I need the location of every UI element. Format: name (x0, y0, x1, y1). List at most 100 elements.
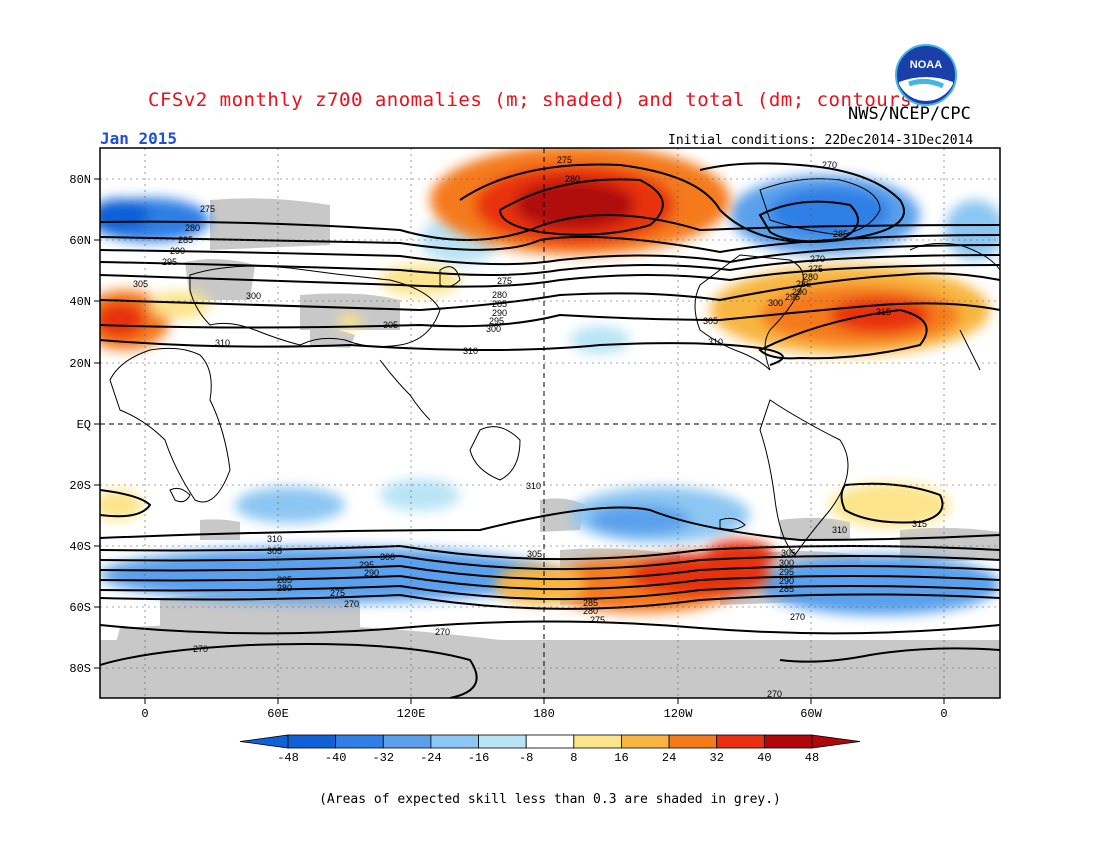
contour-label: 275 (330, 588, 345, 598)
lat-label: 60S (69, 601, 91, 615)
contour-label: 290 (779, 576, 794, 586)
lon-label: 60E (267, 707, 289, 721)
contour-label: 280 (277, 583, 292, 593)
contour-label: 275 (200, 204, 215, 214)
colorbar-segment (668, 734, 718, 749)
colorbar-tick-label: 16 (614, 751, 628, 765)
contour-label: 280 (583, 606, 598, 616)
contour-label: 305 (781, 548, 796, 558)
contour-label: 300 (779, 558, 794, 568)
contour-label: 310 (832, 525, 847, 535)
contour-label: 270 (790, 612, 805, 622)
graticule (100, 148, 1000, 698)
colorbar-tick-label: -32 (372, 751, 394, 765)
contour-label: 310 (267, 534, 282, 544)
colorbar-segment (763, 734, 813, 749)
colorbar-segment (525, 734, 575, 749)
colorbar-tick-label: 8 (570, 751, 577, 765)
contour-label: 295 (359, 560, 374, 570)
contour-label: 285 (796, 279, 811, 289)
contour-label: 280 (492, 290, 507, 300)
colorbar-segment (573, 734, 622, 749)
contour-label: 285 (277, 575, 292, 585)
contour-label: 270 (193, 644, 208, 654)
contour-label: 305 (527, 549, 542, 559)
contour-label: 285 (583, 598, 598, 608)
colorbar-segment (716, 734, 765, 749)
colorbar-tick-label: -40 (325, 751, 347, 765)
contour-label: 305 (267, 546, 282, 556)
contour-label: 300 (768, 298, 783, 308)
contour-label: 285 (833, 229, 848, 239)
initial-conditions: Initial conditions: 22Dec2014-31Dec2014 (668, 133, 974, 148)
colorbar-tick-label: 48 (805, 751, 819, 765)
logo-text: NOAA (910, 59, 942, 71)
contour-label: 290 (492, 308, 507, 318)
lat-label: 20N (69, 357, 91, 371)
lat-label: 40S (69, 540, 91, 554)
contour-label: 310 (215, 338, 230, 348)
contour-label: 270 (822, 160, 837, 170)
contour-label: 305 (133, 279, 148, 289)
contour-label: 295 (489, 316, 504, 326)
contour-label: 290 (364, 568, 379, 578)
colorbar-segment (382, 734, 432, 749)
chart-title: CFSv2 monthly z700 anomalies (m; shaded)… (148, 89, 925, 111)
contour-label: 300 (486, 324, 501, 334)
contour-label: 270 (810, 254, 825, 264)
map-frame (99, 147, 1001, 699)
contour-label: 310 (463, 346, 478, 356)
colorbar-tick-label: -24 (420, 751, 442, 765)
agency-label: NWS/NCEP/CPC (848, 104, 971, 124)
lon-label: 120W (664, 707, 694, 721)
contour-label: 285 (779, 584, 794, 594)
colorbar-right-arrow (811, 734, 861, 749)
contour-label: 275 (557, 155, 572, 165)
contour-label: 305 (383, 320, 398, 330)
colorbar-segment (621, 734, 670, 749)
contour-label: 290 (792, 287, 807, 297)
lat-label: EQ (77, 418, 91, 432)
contour-label: 285 (178, 235, 193, 245)
contour-label: 290 (170, 246, 185, 256)
colorbar-tick-label: 24 (662, 751, 676, 765)
contour-label: 295 (162, 257, 177, 267)
low-skill-areas (100, 198, 1000, 698)
contour-label: 275 (590, 615, 605, 625)
lat-label: 80S (69, 662, 91, 676)
lon-label: 120E (397, 707, 426, 721)
colorbar-tick-label: -16 (468, 751, 490, 765)
contour-label: 295 (785, 292, 800, 302)
colorbar-segment (335, 734, 384, 749)
colorbar-tick-label: -48 (277, 751, 299, 765)
contour-label: 280 (565, 174, 580, 184)
contour-label: 285 (492, 299, 507, 309)
contour-label: 270 (767, 689, 782, 699)
colorbar-tick-label: 32 (710, 751, 724, 765)
colorbar-tick-label: 40 (757, 751, 771, 765)
noaa-logo-icon: NOAA (895, 44, 957, 106)
forecast-month: Jan 2015 (100, 129, 178, 148)
longitude-labels: 0 60E 120E 180 120W 60W 0 (141, 707, 947, 721)
contour-label: 310 (708, 337, 723, 347)
lon-label: 180 (533, 707, 555, 721)
contour-label: 300 (246, 291, 261, 301)
lon-label: 60W (800, 707, 822, 721)
colorbar-tick-label: -8 (519, 751, 533, 765)
contour-label: 315 (876, 307, 891, 317)
colorbar-left-arrow (239, 734, 289, 749)
colorbar-segment (430, 734, 479, 749)
contour-label: 275 (808, 264, 823, 274)
lon-label: 0 (940, 707, 947, 721)
equator-dateline (100, 148, 1000, 698)
lat-label: 60N (69, 234, 91, 248)
lat-label: 80N (69, 173, 91, 187)
lat-label: 20S (69, 479, 91, 493)
contour-value-labels: 275 280 270 285 275 280 285 290 295 305 … (133, 155, 927, 699)
contour-label: 270 (344, 599, 359, 609)
contour-label: 275 (497, 276, 512, 286)
contour-label: 300 (380, 552, 395, 562)
contour-label: 280 (803, 272, 818, 282)
axis-ticks (94, 178, 945, 704)
